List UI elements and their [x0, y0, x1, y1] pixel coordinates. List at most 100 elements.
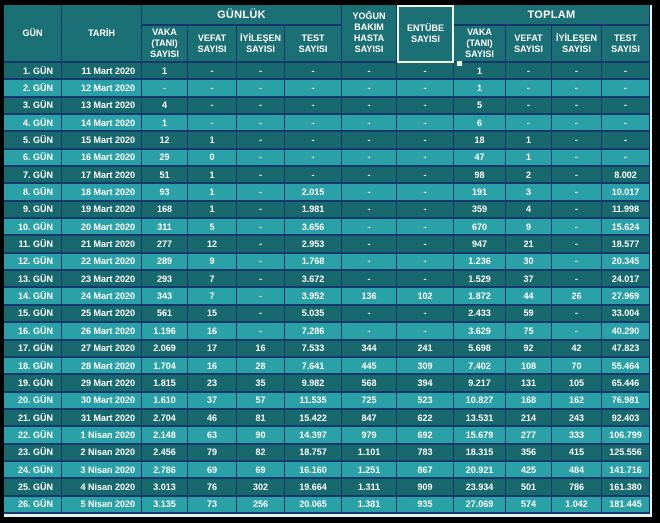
value-cell[interactable]: -	[342, 115, 397, 133]
day-cell[interactable]: 26. GÜN	[4, 496, 62, 514]
day-cell[interactable]: 25. GÜN	[4, 479, 62, 497]
value-cell[interactable]: 847	[342, 409, 397, 428]
value-cell[interactable]: 1.101	[342, 444, 397, 462]
header-gunluk-vefat[interactable]: VEFAT SAYISI	[188, 26, 237, 63]
value-cell[interactable]: 15	[188, 305, 237, 324]
value-cell[interactable]: 1	[188, 201, 237, 220]
value-cell[interactable]: 484	[552, 461, 602, 480]
value-cell[interactable]: -	[237, 167, 285, 185]
value-cell[interactable]: -	[552, 149, 602, 168]
value-cell[interactable]: -	[397, 115, 454, 133]
value-cell[interactable]: 9.982	[285, 375, 342, 393]
value-cell[interactable]: 69	[237, 461, 285, 480]
date-cell[interactable]: 12 Mart 2020	[62, 80, 142, 98]
date-cell[interactable]: 17 Mart 2020	[62, 167, 142, 185]
value-cell[interactable]: 415	[552, 444, 602, 462]
value-cell[interactable]: -	[552, 236, 602, 254]
date-cell[interactable]: 22 Mart 2020	[62, 253, 142, 272]
day-cell[interactable]: 17. GÜN	[4, 340, 62, 358]
date-cell[interactable]: 4 Nisan 2020	[62, 479, 142, 497]
value-cell[interactable]: -	[237, 184, 285, 202]
value-cell[interactable]: 3.629	[454, 323, 506, 341]
value-cell[interactable]: 343	[142, 288, 188, 306]
day-cell[interactable]: 7. GÜN	[4, 167, 62, 185]
value-cell[interactable]: -	[506, 63, 552, 81]
value-cell[interactable]: 867	[397, 461, 454, 480]
value-cell[interactable]: 2.953	[285, 236, 342, 254]
value-cell[interactable]: 2.456	[142, 444, 188, 462]
value-cell[interactable]: -	[397, 63, 454, 81]
value-cell[interactable]: 6	[454, 115, 506, 133]
value-cell[interactable]: 1.042	[552, 496, 602, 514]
value-cell[interactable]: 30	[506, 253, 552, 272]
value-cell[interactable]: 40.290	[602, 323, 650, 341]
value-cell[interactable]: 23	[188, 375, 237, 393]
value-cell[interactable]: 76.981	[602, 392, 650, 410]
value-cell[interactable]: 20.921	[454, 461, 506, 480]
value-cell[interactable]: 5.698	[454, 340, 506, 358]
value-cell[interactable]: -	[285, 149, 342, 168]
value-cell[interactable]: 57	[237, 392, 285, 410]
day-cell[interactable]: 18. GÜN	[4, 357, 62, 376]
value-cell[interactable]: 27.969	[602, 288, 650, 306]
value-cell[interactable]: 90	[237, 427, 285, 445]
value-cell[interactable]: 2.015	[285, 184, 342, 202]
value-cell[interactable]: 12	[142, 132, 188, 150]
value-cell[interactable]: 2.148	[142, 427, 188, 445]
value-cell[interactable]: -	[397, 201, 454, 220]
value-cell[interactable]: -	[342, 184, 397, 202]
day-cell[interactable]: 23. GÜN	[4, 444, 62, 462]
value-cell[interactable]: 4	[506, 201, 552, 220]
value-cell[interactable]: 1.768	[285, 253, 342, 272]
value-cell[interactable]: 161.380	[602, 479, 650, 497]
day-cell[interactable]: 6. GÜN	[4, 149, 62, 168]
value-cell[interactable]: -	[285, 132, 342, 150]
value-cell[interactable]: 1.610	[142, 392, 188, 410]
value-cell[interactable]: 9	[506, 219, 552, 237]
value-cell[interactable]: 1	[188, 132, 237, 150]
value-cell[interactable]: -	[552, 305, 602, 324]
value-cell[interactable]: 75	[506, 323, 552, 341]
value-cell[interactable]: -	[188, 63, 237, 81]
value-cell[interactable]: 131	[506, 375, 552, 393]
value-cell[interactable]: 106.799	[602, 427, 650, 445]
value-cell[interactable]: 2.704	[142, 409, 188, 428]
value-cell[interactable]: 7.286	[285, 323, 342, 341]
value-cell[interactable]: 1.815	[142, 375, 188, 393]
value-cell[interactable]: 47	[454, 149, 506, 168]
value-cell[interactable]: -	[552, 63, 602, 81]
value-cell[interactable]: 9.217	[454, 375, 506, 393]
value-cell[interactable]: -	[397, 323, 454, 341]
value-cell[interactable]: 18	[454, 132, 506, 150]
value-cell[interactable]: 15.624	[602, 219, 650, 237]
day-cell[interactable]: 4. GÜN	[4, 115, 62, 133]
day-cell[interactable]: 21. GÜN	[4, 409, 62, 428]
value-cell[interactable]: 1.704	[142, 357, 188, 376]
value-cell[interactable]: 15.679	[454, 427, 506, 445]
header-gunluk[interactable]: GÜNLÜK	[142, 5, 342, 26]
value-cell[interactable]: 356	[506, 444, 552, 462]
value-cell[interactable]: 1.251	[342, 461, 397, 480]
value-cell[interactable]: 29	[142, 149, 188, 168]
day-cell[interactable]: 3. GÜN	[4, 97, 62, 116]
value-cell[interactable]: 16	[237, 340, 285, 358]
value-cell[interactable]: 7	[188, 288, 237, 306]
day-cell[interactable]: 13. GÜN	[4, 271, 62, 289]
day-cell[interactable]: 24. GÜN	[4, 461, 62, 480]
value-cell[interactable]: -	[397, 253, 454, 272]
value-cell[interactable]: 302	[237, 479, 285, 497]
date-cell[interactable]: 19 Mart 2020	[62, 201, 142, 220]
value-cell[interactable]: 51	[142, 167, 188, 185]
value-cell[interactable]: -	[188, 115, 237, 133]
value-cell[interactable]: -	[237, 323, 285, 341]
value-cell[interactable]: -	[342, 63, 397, 81]
value-cell[interactable]: 1	[506, 132, 552, 150]
date-cell[interactable]: 2 Nisan 2020	[62, 444, 142, 462]
value-cell[interactable]: 162	[552, 392, 602, 410]
day-cell[interactable]: 11. GÜN	[4, 236, 62, 254]
value-cell[interactable]: 26	[552, 288, 602, 306]
value-cell[interactable]: -	[552, 115, 602, 133]
value-cell[interactable]: 24.017	[602, 271, 650, 289]
day-cell[interactable]: 16. GÜN	[4, 323, 62, 341]
value-cell[interactable]: 3.952	[285, 288, 342, 306]
